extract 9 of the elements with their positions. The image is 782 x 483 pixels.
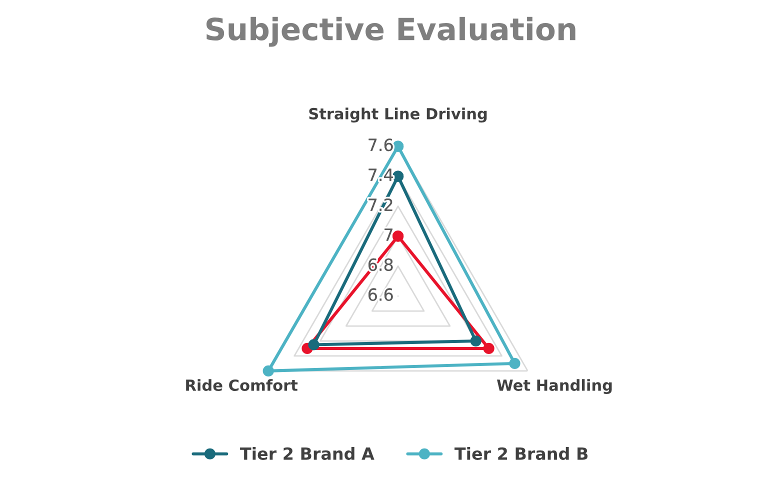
y-tick-label: 7.6 [368, 138, 393, 152]
legend-label: Tier 2 Brand B [454, 447, 588, 460]
y-tick-label: 7 [384, 228, 392, 241]
chart-title: Subjective Evaluation [206, 16, 576, 47]
spoke-label: Wet Handling [496, 379, 612, 394]
legend-label: Tier 2 Brand A [240, 447, 374, 460]
y-tick-label: 6.6 [368, 288, 393, 301]
spoke-label: Straight Line Driving [309, 108, 487, 123]
spoke-label: Ride Comfort [186, 379, 298, 391]
